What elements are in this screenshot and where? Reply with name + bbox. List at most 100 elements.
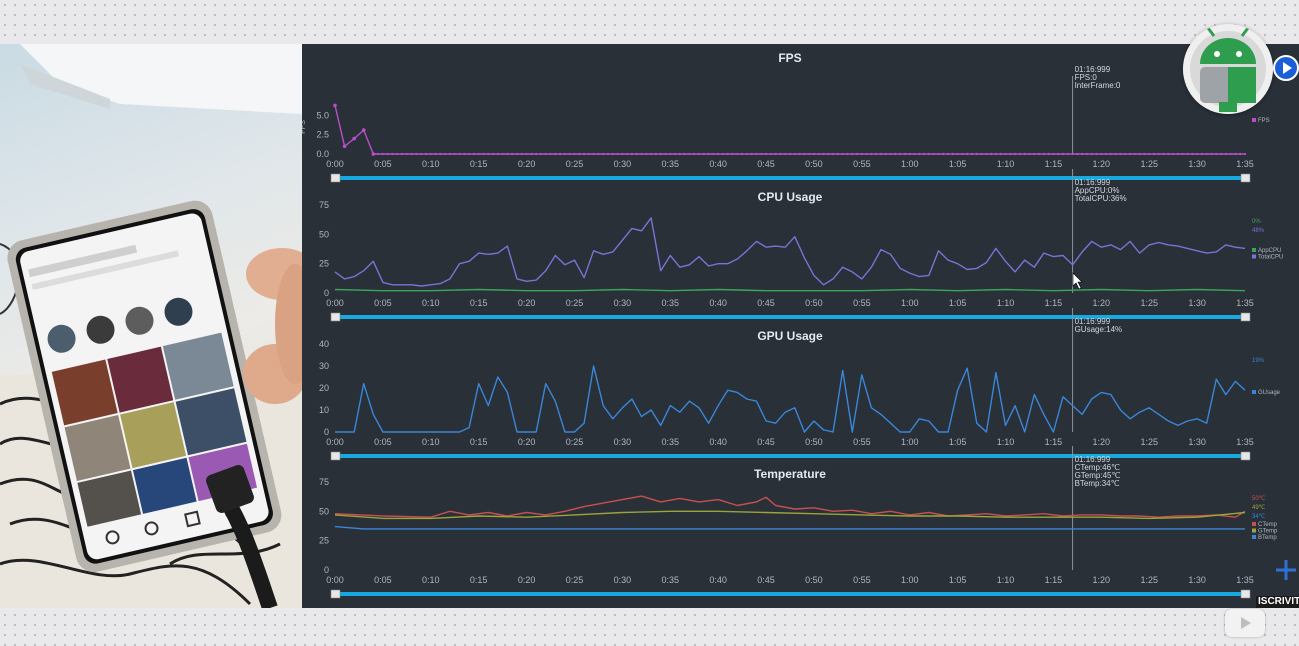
data-point <box>851 152 854 156</box>
data-point <box>798 152 801 156</box>
x-tick-label: 0:10 <box>422 575 440 585</box>
data-point <box>568 152 571 156</box>
youtube-icon[interactable] <box>1225 609 1265 637</box>
range-slider-handle[interactable] <box>1240 451 1251 461</box>
data-point <box>951 152 954 156</box>
end-value-label: 50℃ <box>1252 496 1266 502</box>
legend-entry: GTemp <box>1258 529 1278 535</box>
data-point <box>812 152 816 156</box>
data-point <box>942 152 945 156</box>
data-point <box>779 152 782 156</box>
data-point <box>894 152 897 156</box>
x-tick-label: 1:05 <box>949 298 967 308</box>
x-tick-label: 0:20 <box>518 298 536 308</box>
data-point <box>970 152 974 156</box>
x-tick-label: 0:30 <box>614 437 632 447</box>
data-point <box>361 128 366 132</box>
data-point <box>1109 152 1112 156</box>
end-value-label: 0% <box>1252 219 1261 225</box>
data-point <box>937 152 940 156</box>
data-point <box>664 152 667 156</box>
data-point <box>1100 152 1103 156</box>
y-tick-label: 25 <box>319 259 329 269</box>
data-point <box>597 152 600 156</box>
x-tick-label: 1:10 <box>997 575 1015 585</box>
data-point <box>1196 152 1199 156</box>
range-slider-handle[interactable] <box>330 589 341 599</box>
range-slider-handle[interactable] <box>330 312 341 322</box>
x-tick-label: 1:35 <box>1236 298 1254 308</box>
range-slider-handle[interactable] <box>1240 312 1251 322</box>
data-point <box>559 152 562 156</box>
data-point <box>592 152 595 156</box>
x-tick-label: 0:20 <box>518 159 536 169</box>
y-tick-label: 0.0 <box>316 149 329 159</box>
chart-title: FPS <box>778 51 801 65</box>
data-point <box>673 152 677 156</box>
data-point <box>1018 152 1021 156</box>
x-tick-label: 1:10 <box>997 437 1015 447</box>
data-point <box>741 152 744 156</box>
play-icon[interactable] <box>1273 55 1299 81</box>
data-point <box>1219 152 1223 156</box>
x-tick-label: 0:15 <box>470 575 488 585</box>
data-point <box>1114 152 1117 156</box>
x-tick-label: 0:55 <box>853 575 871 585</box>
data-point <box>439 152 442 156</box>
data-point <box>487 152 490 156</box>
data-point <box>391 152 394 156</box>
range-slider-track[interactable] <box>334 176 1246 180</box>
x-tick-label: 0:50 <box>805 575 823 585</box>
data-point <box>846 152 849 156</box>
data-point <box>841 152 844 156</box>
data-point <box>1224 152 1227 156</box>
plus-icon[interactable] <box>1274 558 1298 582</box>
range-slider-handle[interactable] <box>1240 173 1251 183</box>
x-tick-label: 1:25 <box>1140 437 1158 447</box>
data-point <box>990 152 993 156</box>
x-tick-label: 1:00 <box>901 298 919 308</box>
range-slider-handle[interactable] <box>330 173 341 183</box>
data-point <box>611 152 614 156</box>
data-point <box>1042 152 1045 156</box>
x-tick-label: 0:20 <box>518 437 536 447</box>
legend-swatch <box>1252 254 1256 259</box>
range-slider-track[interactable] <box>334 454 1246 458</box>
x-tick-label: 1:30 <box>1188 159 1206 169</box>
data-point <box>1215 152 1218 156</box>
data-point <box>549 152 552 156</box>
range-slider-handle[interactable] <box>1240 589 1251 599</box>
range-slider-track[interactable] <box>334 315 1246 319</box>
data-point <box>956 152 959 156</box>
data-point <box>1138 152 1141 156</box>
data-point <box>717 152 720 156</box>
data-point <box>468 152 471 156</box>
data-point <box>352 136 356 141</box>
subscribe-label[interactable]: ISCRIVITI <box>1256 596 1299 608</box>
x-tick-label: 0:10 <box>422 437 440 447</box>
data-point <box>544 152 547 156</box>
x-tick-label: 1:20 <box>1093 437 1111 447</box>
x-tick-label: 0:45 <box>757 298 775 308</box>
x-tick-label: 1:25 <box>1140 159 1158 169</box>
legend-swatch <box>1252 535 1256 539</box>
data-point <box>650 152 653 156</box>
x-tick-label: 0:30 <box>614 159 632 169</box>
data-point <box>1234 152 1237 156</box>
range-slider-handle[interactable] <box>330 451 341 461</box>
x-tick-label: 1:05 <box>949 159 967 169</box>
x-tick-label: 0:35 <box>661 298 679 308</box>
data-point <box>688 152 691 156</box>
range-slider-track[interactable] <box>334 592 1246 596</box>
data-point <box>410 152 413 156</box>
x-tick-label: 0:15 <box>470 159 488 169</box>
x-tick-label: 0:05 <box>374 159 392 169</box>
x-tick-label: 0:25 <box>566 575 584 585</box>
data-point <box>1157 152 1160 156</box>
data-point <box>1239 152 1242 156</box>
x-tick-label: 1:15 <box>1045 575 1063 585</box>
data-point <box>1229 152 1232 156</box>
x-tick-label: 0:50 <box>805 437 823 447</box>
data-point <box>702 152 705 156</box>
legend-entry: CTemp <box>1258 522 1278 528</box>
